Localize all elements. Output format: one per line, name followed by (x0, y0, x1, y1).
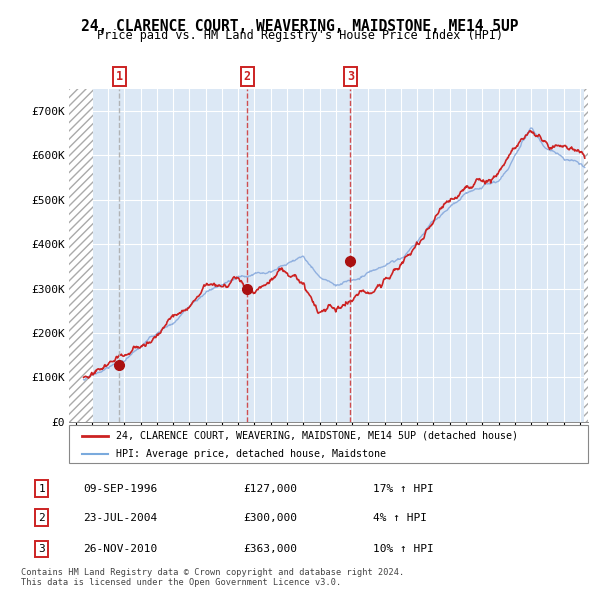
Text: 24, CLARENCE COURT, WEAVERING, MAIDSTONE, ME14 5UP: 24, CLARENCE COURT, WEAVERING, MAIDSTONE… (81, 19, 519, 34)
Text: 3: 3 (38, 544, 45, 554)
Text: 1: 1 (116, 70, 123, 83)
Bar (69, 88, 93, 422)
Text: 2: 2 (244, 70, 251, 83)
Text: £363,000: £363,000 (244, 544, 298, 554)
Text: Price paid vs. HM Land Registry's House Price Index (HPI): Price paid vs. HM Land Registry's House … (97, 30, 503, 42)
Text: 17% ↑ HPI: 17% ↑ HPI (373, 484, 434, 493)
Text: £300,000: £300,000 (244, 513, 298, 523)
Text: 1: 1 (38, 484, 45, 493)
Text: 26-NOV-2010: 26-NOV-2010 (83, 544, 157, 554)
Text: 23-JUL-2004: 23-JUL-2004 (83, 513, 157, 523)
Text: 24, CLARENCE COURT, WEAVERING, MAIDSTONE, ME14 5UP (detached house): 24, CLARENCE COURT, WEAVERING, MAIDSTONE… (116, 431, 518, 441)
Text: 10% ↑ HPI: 10% ↑ HPI (373, 544, 434, 554)
Text: HPI: Average price, detached house, Maidstone: HPI: Average price, detached house, Maid… (116, 448, 386, 458)
Text: £127,000: £127,000 (244, 484, 298, 493)
Bar (584, 88, 588, 422)
Text: 4% ↑ HPI: 4% ↑ HPI (373, 513, 427, 523)
Text: 3: 3 (347, 70, 354, 83)
Text: 09-SEP-1996: 09-SEP-1996 (83, 484, 157, 493)
Text: 2: 2 (38, 513, 45, 523)
Text: Contains HM Land Registry data © Crown copyright and database right 2024.
This d: Contains HM Land Registry data © Crown c… (21, 568, 404, 587)
